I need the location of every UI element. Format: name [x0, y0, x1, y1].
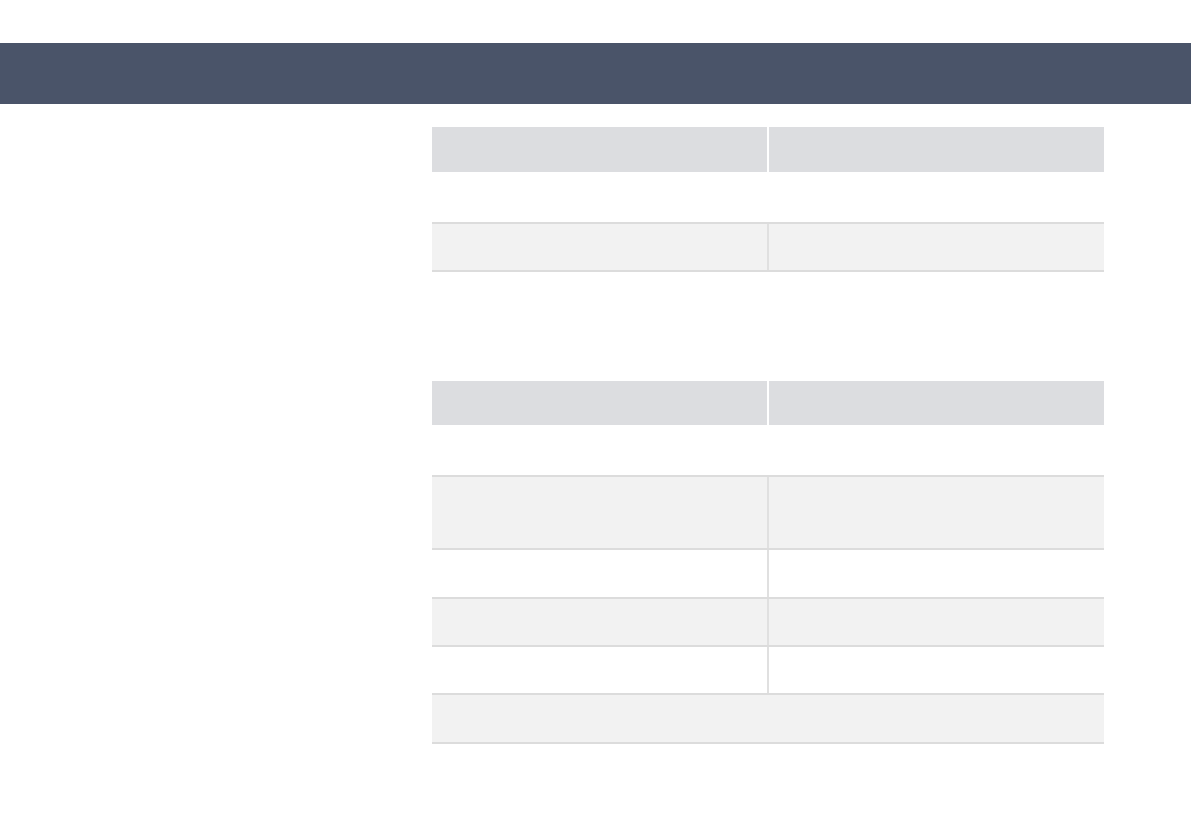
table-cell	[767, 224, 1104, 270]
table-cell	[432, 550, 767, 597]
table-header-cell	[767, 381, 1104, 425]
table-header-cell	[432, 381, 767, 425]
table-header-cell	[432, 127, 767, 172]
table-cell	[432, 647, 767, 694]
table-cell	[767, 647, 1104, 694]
header-bar	[0, 43, 1191, 104]
table-cell	[432, 599, 767, 646]
table-row	[432, 645, 1104, 694]
table-cell	[432, 477, 767, 549]
table-1	[432, 127, 1104, 273]
table-row	[432, 597, 1104, 646]
table-cell	[767, 599, 1104, 646]
table-cell	[767, 550, 1104, 597]
table-header-row	[432, 127, 1104, 172]
table-footer-cell	[432, 695, 1104, 742]
table-cell	[432, 224, 767, 270]
table-footer-row	[432, 693, 1104, 744]
table-2	[432, 381, 1104, 745]
table-cell	[767, 477, 1104, 549]
table-row	[432, 475, 1104, 549]
table-row	[432, 222, 1104, 272]
table-row	[432, 548, 1104, 597]
table-header-cell	[767, 127, 1104, 172]
table-header-row	[432, 381, 1104, 425]
